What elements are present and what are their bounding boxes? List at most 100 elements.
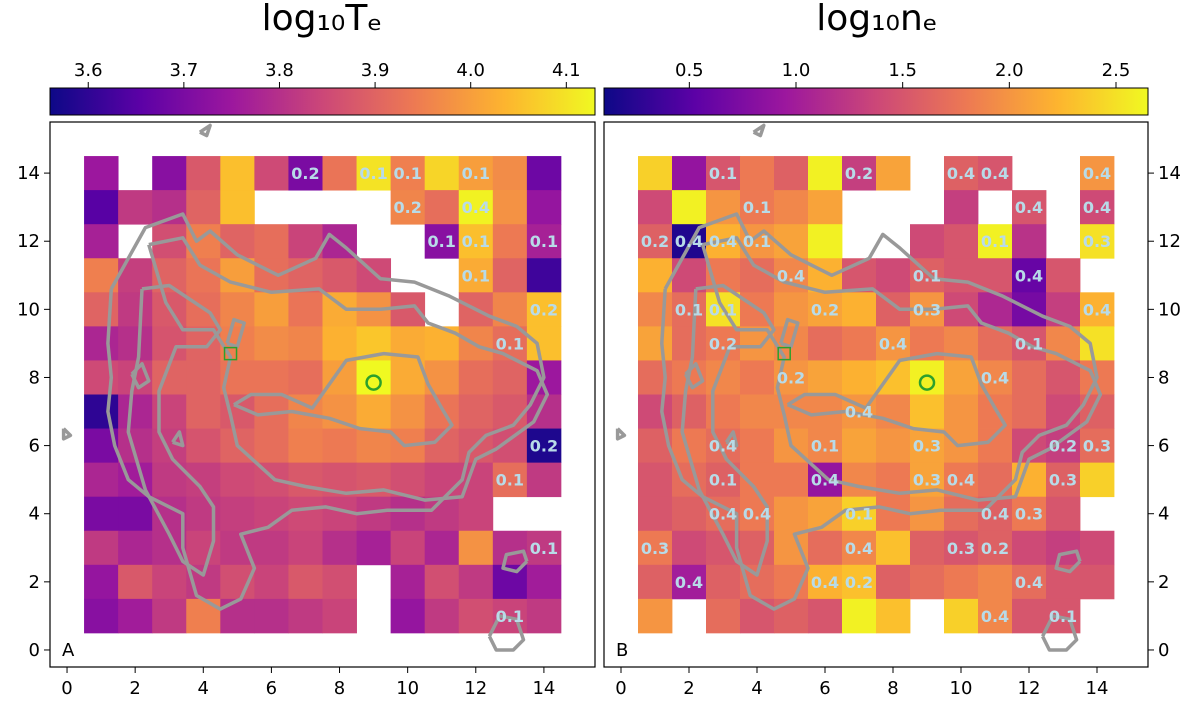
heatmap-cell <box>1080 190 1115 225</box>
panel-a-label: A <box>62 640 75 661</box>
heatmap-cell <box>356 428 392 464</box>
heatmap-cell <box>740 258 775 293</box>
heatmap-cell <box>638 564 673 600</box>
heatmap-cell <box>740 394 775 429</box>
heatmap-cell <box>842 496 877 532</box>
heatmap-cell <box>390 564 426 600</box>
heatmap-cell <box>842 156 877 191</box>
heatmap-cell <box>492 292 528 327</box>
cell-annotation: 0.4 <box>1015 573 1043 592</box>
heatmap-cell <box>876 598 911 634</box>
contour-line <box>147 236 550 502</box>
heatmap-cell <box>84 564 119 600</box>
colorbar-tick-label: 1.5 <box>888 60 917 81</box>
heatmap-cell <box>84 394 119 429</box>
heatmap-cell <box>288 530 323 566</box>
colorbar-b: log₁₀nₑ 0.5 1.0 1.5 2.0 2.5 <box>603 0 1149 116</box>
x-tick-label: 14 <box>1086 678 1109 699</box>
cell-annotation: 0.1 <box>743 198 771 217</box>
heatmap-cell <box>944 292 979 327</box>
heatmap-cell <box>152 156 187 191</box>
cell-annotation: 0.1 <box>462 164 490 183</box>
colorbar-a: log₁₀Tₑ 3.6 3.7 3.8 3.9 4.0 4.1 <box>49 0 596 116</box>
cell-annotation: 0.1 <box>1049 607 1077 626</box>
heatmap-cell <box>808 292 843 327</box>
x-tick-label: 2 <box>683 678 694 699</box>
square-marker <box>777 346 791 361</box>
heatmap-cell <box>424 496 460 532</box>
contour-line <box>779 317 800 349</box>
cell-annotation: 0.4 <box>845 403 873 422</box>
heatmap-cell <box>978 156 1013 191</box>
cell-annotation: 0.1 <box>496 607 524 626</box>
colorbar-tick-label: 0.5 <box>675 60 704 81</box>
heatmap-cell <box>186 258 221 293</box>
heatmap-cell <box>1080 564 1115 600</box>
heatmap-cell <box>492 530 528 566</box>
contour-line <box>106 212 546 611</box>
heatmap-cell <box>492 224 528 259</box>
heatmap-cell <box>390 394 426 429</box>
heatmap-cell <box>390 530 426 566</box>
colorbar-a-gradient <box>49 87 596 116</box>
heatmap-cell <box>910 564 945 600</box>
heatmap-cell <box>672 190 707 225</box>
heatmap-cell <box>254 530 289 566</box>
heatmap-cell <box>84 496 119 532</box>
heatmap-cell <box>288 292 323 327</box>
y-tick-label: 2 <box>29 572 40 593</box>
colorbar-tick-label: 3.7 <box>170 60 199 81</box>
cell-annotation: 0.4 <box>709 232 737 251</box>
heatmap-cell <box>774 496 809 532</box>
heatmap-cell <box>492 156 528 191</box>
heatmap-cell <box>842 326 877 361</box>
contour-line <box>1054 549 1082 574</box>
heatmap-cell <box>774 598 809 634</box>
cell-annotation: 0.2 <box>811 300 839 319</box>
heatmap-cell <box>322 258 357 293</box>
y-tick-label: 12 <box>1158 231 1181 252</box>
heatmap-cell <box>526 292 562 327</box>
heatmap-cell <box>842 564 877 600</box>
heatmap-cell <box>638 530 673 566</box>
heatmap-cell <box>842 428 877 464</box>
heatmap-cell <box>1080 292 1115 327</box>
heatmap-cell <box>254 428 289 464</box>
colorbar-b-title: log₁₀nₑ <box>816 0 938 39</box>
heatmap-cell <box>118 190 153 225</box>
cell-annotation: 0.4 <box>811 573 839 592</box>
contour-line <box>680 283 776 577</box>
colorbar-tick-label: 3.8 <box>265 60 294 81</box>
cell-annotation: 0.3 <box>913 437 941 456</box>
heatmap-cell <box>944 224 979 259</box>
cell-annotation: 0.3 <box>913 471 941 490</box>
heatmap-cell <box>458 496 494 532</box>
heatmap-cell <box>672 564 707 600</box>
cell-annotation: 0.4 <box>1015 266 1043 285</box>
cell-annotation: 0.4 <box>981 505 1009 524</box>
contour-line <box>501 549 529 574</box>
heatmap-cell <box>638 496 673 532</box>
heatmap-cell <box>322 428 357 464</box>
heatmap-cell <box>118 564 153 600</box>
cell-annotation: 0.3 <box>1083 232 1111 251</box>
heatmap-cell <box>944 258 979 293</box>
contour-line <box>615 427 627 441</box>
heatmap-cell <box>526 190 562 225</box>
heatmap-cell <box>910 428 945 464</box>
heatmap-cell <box>1046 530 1081 566</box>
heatmap-cell <box>526 258 562 293</box>
heatmap-cell <box>1012 360 1047 395</box>
panel-a-temperature: log₁₀Tₑ 3.6 3.7 3.8 3.9 4.0 4.1 0.2 0.1 0.1 0.10… <box>17 0 596 699</box>
heatmap-cell <box>1080 428 1115 464</box>
heatmap-cell <box>944 156 979 191</box>
heatmap-cell <box>424 530 460 566</box>
heatmap-cell <box>876 564 911 600</box>
contour-line <box>171 430 185 448</box>
heatmap-cell <box>322 598 357 634</box>
heatmap-cell <box>1012 394 1047 429</box>
x-tick-label: 8 <box>334 678 345 699</box>
heatmap-cell <box>706 156 741 191</box>
heatmap-cell <box>740 530 775 566</box>
heatmap-cell <box>978 224 1013 259</box>
